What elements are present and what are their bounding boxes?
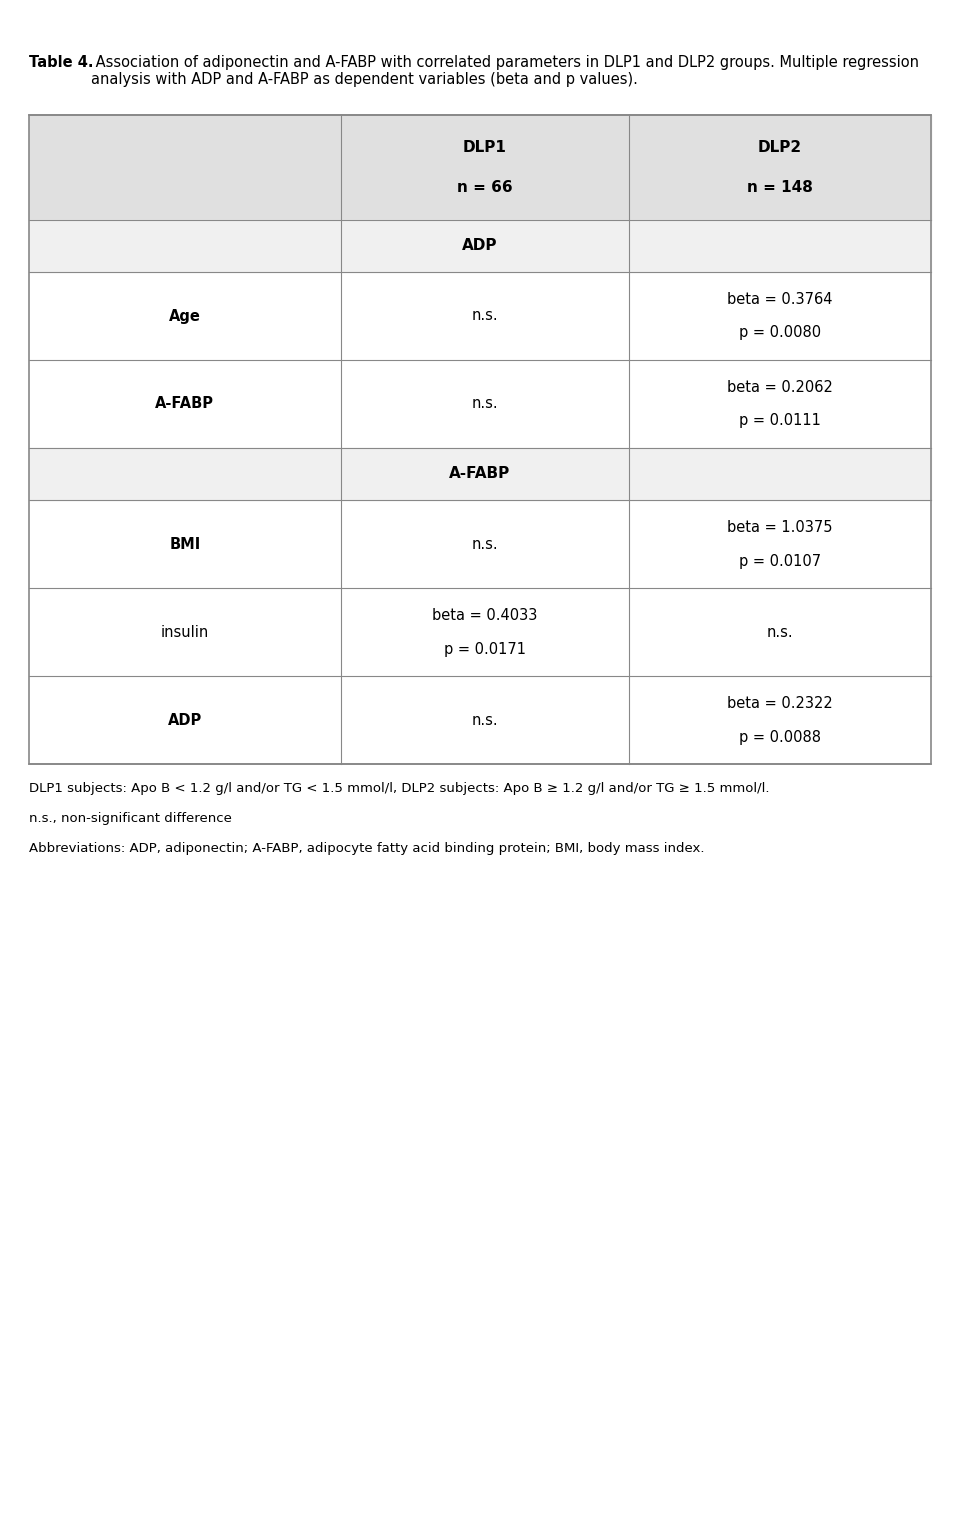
Text: DLP2: DLP2 — [758, 140, 802, 155]
Bar — [29, 220, 931, 272]
Text: A-FABP: A-FABP — [449, 467, 511, 482]
Text: DLP1 subjects: Apo B < 1.2 g/l and/or TG < 1.5 mmol/l, DLP2 subjects: Apo B ≥ 1.: DLP1 subjects: Apo B < 1.2 g/l and/or TG… — [29, 781, 769, 795]
Text: beta = 0.3764: beta = 0.3764 — [728, 292, 832, 307]
Text: beta = 0.2322: beta = 0.2322 — [727, 696, 833, 710]
Text: ADP: ADP — [168, 713, 202, 728]
Text: p = 0.0107: p = 0.0107 — [739, 553, 821, 568]
Text: BMI: BMI — [169, 537, 201, 552]
Text: DLP1: DLP1 — [463, 140, 507, 155]
Bar — [29, 116, 931, 765]
Text: beta = 0.4033: beta = 0.4033 — [432, 608, 538, 623]
Text: beta = 0.2062: beta = 0.2062 — [727, 380, 833, 395]
Text: Abbreviations: ADP, adiponectin; A-FABP, adipocyte fatty acid binding protein; B: Abbreviations: ADP, adiponectin; A-FABP,… — [29, 842, 705, 856]
Text: p = 0.0088: p = 0.0088 — [739, 730, 821, 745]
Text: ADP: ADP — [463, 239, 497, 254]
Text: p = 0.0111: p = 0.0111 — [739, 413, 821, 429]
Text: n.s.: n.s. — [767, 625, 793, 640]
Text: n.s.: n.s. — [471, 309, 498, 324]
Text: p = 0.0171: p = 0.0171 — [444, 641, 526, 657]
Text: n = 148: n = 148 — [747, 179, 813, 195]
Text: n = 66: n = 66 — [457, 179, 513, 195]
Text: beta = 1.0375: beta = 1.0375 — [728, 520, 832, 535]
Text: insulin: insulin — [160, 625, 209, 640]
Bar — [29, 116, 931, 220]
Text: Age: Age — [169, 309, 201, 324]
Text: n.s.: n.s. — [471, 713, 498, 728]
Text: p = 0.0080: p = 0.0080 — [739, 325, 821, 340]
Text: n.s., non-significant difference: n.s., non-significant difference — [29, 812, 231, 825]
Text: n.s.: n.s. — [471, 397, 498, 412]
Text: Association of adiponectin and A-FABP with correlated parameters in DLP1 and DLP: Association of adiponectin and A-FABP wi… — [91, 55, 919, 88]
Bar — [29, 448, 931, 500]
Text: n.s.: n.s. — [471, 537, 498, 552]
Text: Table 4.: Table 4. — [29, 55, 93, 70]
Text: A-FABP: A-FABP — [156, 397, 214, 412]
